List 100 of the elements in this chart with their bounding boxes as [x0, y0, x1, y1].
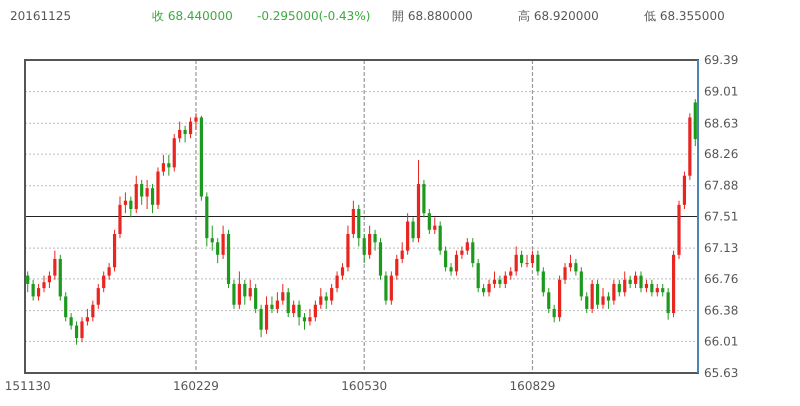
- candlestick: [150, 184, 154, 214]
- candlestick: [362, 233, 366, 264]
- candlestick: [330, 283, 334, 306]
- candlestick: [466, 238, 469, 256]
- y-tick-label: 67.88: [704, 178, 738, 193]
- candlestick: [238, 270, 241, 310]
- candlestick: [324, 292, 328, 310]
- candlestick: [254, 283, 258, 314]
- candlestick: [108, 262, 111, 280]
- candlestick: [574, 258, 578, 276]
- candlestick: [492, 270, 496, 289]
- y-tick-label: 65.63: [704, 366, 738, 380]
- candlestick: [650, 279, 654, 297]
- y-tick-label: 69.01: [704, 84, 738, 99]
- candlestick: [606, 292, 610, 310]
- candlestick: [498, 275, 502, 289]
- candlestick: [167, 154, 170, 176]
- candlestick: [444, 246, 448, 272]
- candlestick: [552, 304, 556, 323]
- candlestick: [547, 288, 550, 314]
- chart-title: 20161125: [10, 9, 72, 23]
- candlestick: [162, 154, 165, 176]
- candlestick: [340, 262, 344, 280]
- candlestick: [64, 292, 68, 322]
- candlestick: [232, 279, 236, 310]
- y-tick-label: 66.01: [704, 334, 738, 348]
- candlestick: [471, 238, 474, 268]
- candlestick: [308, 308, 312, 326]
- candlestick: [32, 279, 35, 302]
- y-tick-label: 66.76: [704, 272, 738, 286]
- candlestick: [644, 279, 648, 293]
- y-tick-label: 66.38: [704, 304, 738, 318]
- text: 低 68.355000: [644, 9, 725, 23]
- candlestick: [623, 270, 626, 297]
- candlestick: [612, 279, 616, 306]
- candlestick: [36, 283, 40, 302]
- candlestick: [222, 225, 225, 260]
- candlestick: [281, 283, 284, 306]
- candlestick: [536, 250, 540, 276]
- candlestick: [509, 266, 512, 280]
- candlestick: [286, 288, 290, 318]
- candlestick: [292, 300, 296, 318]
- candlestick: [596, 279, 600, 310]
- candlestick: [259, 304, 263, 338]
- candlestick: [194, 112, 198, 130]
- candlestick: [487, 279, 491, 297]
- candlestick: [542, 266, 545, 297]
- candlestick: [26, 270, 30, 293]
- candlestick: [86, 308, 90, 326]
- candlestick: [184, 125, 187, 143]
- candlestick: [373, 229, 377, 252]
- candlestick: [96, 283, 100, 310]
- candlestick: [428, 208, 431, 234]
- candlestick: [210, 225, 214, 252]
- candlestick: [656, 283, 659, 297]
- candlestick: [634, 270, 638, 289]
- candlestick: [504, 270, 507, 289]
- candlestick: [188, 116, 192, 139]
- candlestick: [335, 270, 339, 293]
- candlestick: [395, 254, 398, 280]
- candlestick: [53, 250, 56, 280]
- y-tick-label: 68.26: [704, 147, 738, 162]
- x-tick-label: 160530: [341, 379, 388, 393]
- text: 高 68.920000: [518, 9, 599, 23]
- candlestick: [74, 320, 78, 346]
- candlestick: [297, 300, 301, 326]
- y-tick-label: 68.63: [704, 116, 738, 130]
- candlestick: [70, 312, 73, 330]
- candlestick: [563, 262, 567, 284]
- candlestick: [411, 216, 415, 243]
- candlestick: [618, 279, 621, 297]
- candlestick: [601, 288, 605, 310]
- candlestick: [91, 300, 94, 322]
- candlestick: [216, 238, 220, 264]
- candlestick: [585, 292, 588, 314]
- text: 收 68.440000: [152, 9, 233, 23]
- candlestick: [140, 179, 144, 206]
- x-tick-label: 160229: [173, 379, 219, 393]
- candlestick: [639, 270, 643, 293]
- candlestick: [319, 288, 322, 310]
- candlestick: [270, 296, 274, 314]
- candlestick: [400, 242, 404, 264]
- y-tick-label: 69.39: [704, 53, 738, 67]
- candlestick: [146, 179, 149, 210]
- text: -0.295000(-0.43%): [257, 9, 370, 23]
- candlestick: [248, 279, 252, 302]
- candlestick: [276, 292, 279, 314]
- candlestick: [449, 262, 453, 276]
- candlestick: [568, 254, 572, 272]
- candlestick: [129, 196, 132, 218]
- candlestick: [124, 192, 128, 214]
- candlestick: [433, 216, 436, 234]
- candlestick: [454, 250, 458, 276]
- x-tick-label: 160829: [510, 379, 556, 393]
- candlestick: [661, 283, 664, 297]
- candlestick: [482, 283, 486, 297]
- candlestick: [514, 246, 518, 276]
- y-tick-label: 67.13: [704, 241, 738, 256]
- text: 開 68.880000: [392, 9, 473, 23]
- y-tick-label: 67.51: [704, 210, 738, 224]
